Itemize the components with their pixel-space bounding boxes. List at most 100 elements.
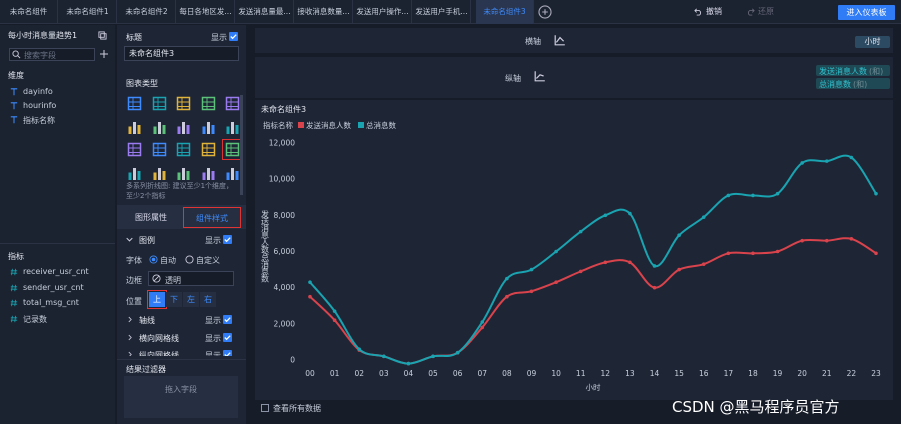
undo-button[interactable]: 撤销 (706, 7, 722, 16)
y-field-pill[interactable] (816, 65, 890, 76)
y-field-pill[interactable] (816, 78, 890, 89)
position-option[interactable]: 左 (183, 292, 199, 307)
icon-svg (128, 122, 141, 134)
tab[interactable]: 未命名组件 (0, 0, 58, 24)
x-field-pill[interactable]: 小时 (855, 36, 890, 48)
border-select[interactable] (148, 271, 234, 286)
data-point (701, 262, 706, 266)
config-section[interactable]: 横向网格线 (139, 333, 179, 343)
filter-drop-zone[interactable]: 拖入字段 (124, 376, 238, 418)
dimension-field[interactable]: hourinfo (23, 101, 57, 110)
icon-svg (176, 96, 191, 111)
tab[interactable]: 未命名组件2 (118, 0, 176, 24)
dimension-field[interactable]: dayinfo (23, 87, 53, 96)
legend-label: 发送消息人数 (306, 120, 351, 130)
filter-divider (117, 359, 246, 360)
dimension-field[interactable]: 指标名称 (23, 116, 55, 125)
measure-field[interactable]: 记录数 (23, 314, 47, 324)
icon (223, 332, 232, 342)
icon (10, 284, 18, 292)
position-option[interactable]: 右 (200, 292, 216, 307)
data-point (505, 294, 509, 299)
y-shelf (255, 57, 893, 98)
redo-button[interactable]: 还原 (758, 7, 774, 16)
title-input[interactable]: 未命名组件3 (124, 46, 239, 61)
x-tick-label: 05 (428, 369, 438, 378)
measure-field[interactable]: total_msg_cnt (23, 298, 79, 307)
icon (10, 268, 18, 276)
x-axis-title: 小时 (586, 382, 601, 392)
position-label: 位置 (126, 297, 142, 306)
icon (201, 142, 216, 157)
tab[interactable]: 发送用户操作... (354, 0, 412, 24)
font-option[interactable]: 自动 (160, 256, 176, 265)
measure-field[interactable]: sender_usr_cnt (23, 282, 84, 292)
data-point (726, 193, 731, 198)
data-point (529, 289, 534, 294)
tab[interactable]: 接收消息数量... (295, 0, 353, 24)
show-all-label[interactable]: 查看所有数据 (273, 404, 321, 413)
scrollbar (240, 95, 243, 195)
position-option[interactable]: 上 (147, 290, 167, 309)
y-field-name: 总消息数 (819, 80, 851, 89)
icon-svg (128, 334, 132, 340)
measure-heading: 指标 (8, 252, 24, 261)
tab[interactable]: 发送用户手机... (413, 0, 471, 24)
icon (10, 299, 18, 307)
tab[interactable]: 每日各地区发... (177, 0, 235, 24)
show-all-checkbox[interactable] (261, 404, 269, 412)
tab[interactable]: 发送消息量最... (236, 0, 294, 24)
legend-label: 总消息数 (366, 120, 396, 130)
x-tick-label: 16 (699, 369, 709, 378)
enter-dashboard-button[interactable]: 进入仪表板 (838, 5, 895, 20)
watermark: CSDN @黑马程序员官方 (672, 398, 840, 416)
style-tabs (117, 205, 246, 229)
config-tab[interactable]: 图形属性 (135, 213, 167, 222)
y-axis-title: 发送消息人数/总消息数 (261, 209, 270, 284)
icon (152, 142, 167, 157)
data-point (554, 249, 558, 254)
x-tick-label: 20 (797, 369, 807, 378)
icon-svg (128, 316, 132, 323)
measure-field[interactable]: receiver_usr_cnt (23, 267, 89, 276)
data-point (677, 233, 681, 238)
tab[interactable]: 未命名组件3 (476, 0, 534, 24)
x-tick-label: 10 (551, 369, 561, 378)
y-field-agg: (和) (869, 67, 884, 76)
x-tick-label: 14 (650, 369, 660, 378)
icon-svg (225, 96, 240, 111)
show-label: 显示 (205, 350, 221, 361)
x-shelf (255, 28, 893, 53)
icon (10, 116, 18, 124)
icon (223, 235, 232, 244)
top-bar (0, 0, 901, 24)
data-point (505, 276, 509, 281)
x-tick-label: 12 (601, 369, 611, 378)
icon (152, 165, 167, 180)
icon-svg (538, 5, 552, 19)
config-tab[interactable]: 组件样式 (183, 207, 241, 228)
icon-svg (201, 96, 215, 111)
icon-svg (10, 116, 18, 124)
data-point (874, 191, 878, 196)
data-point (480, 325, 485, 330)
icon (176, 142, 191, 157)
icon (127, 165, 142, 180)
icon (229, 32, 238, 41)
icon (10, 102, 18, 110)
panel-divider (0, 243, 115, 245)
font-option[interactable]: 自定义 (196, 256, 220, 265)
icon-svg (177, 168, 190, 180)
position-option[interactable]: 下 (166, 292, 182, 307)
tab[interactable]: 未命名组件1 (59, 0, 117, 24)
x-tick-label: 11 (576, 369, 586, 378)
config-section[interactable]: 轴线 (139, 316, 155, 325)
legend-section[interactable]: 图例 (139, 236, 155, 245)
search-box[interactable] (9, 48, 95, 61)
icon-svg (226, 168, 239, 180)
title-label: 标题 (126, 33, 142, 42)
icon-svg (10, 299, 18, 307)
config-section[interactable]: 纵向网格线 (139, 350, 179, 361)
icon (98, 31, 107, 40)
